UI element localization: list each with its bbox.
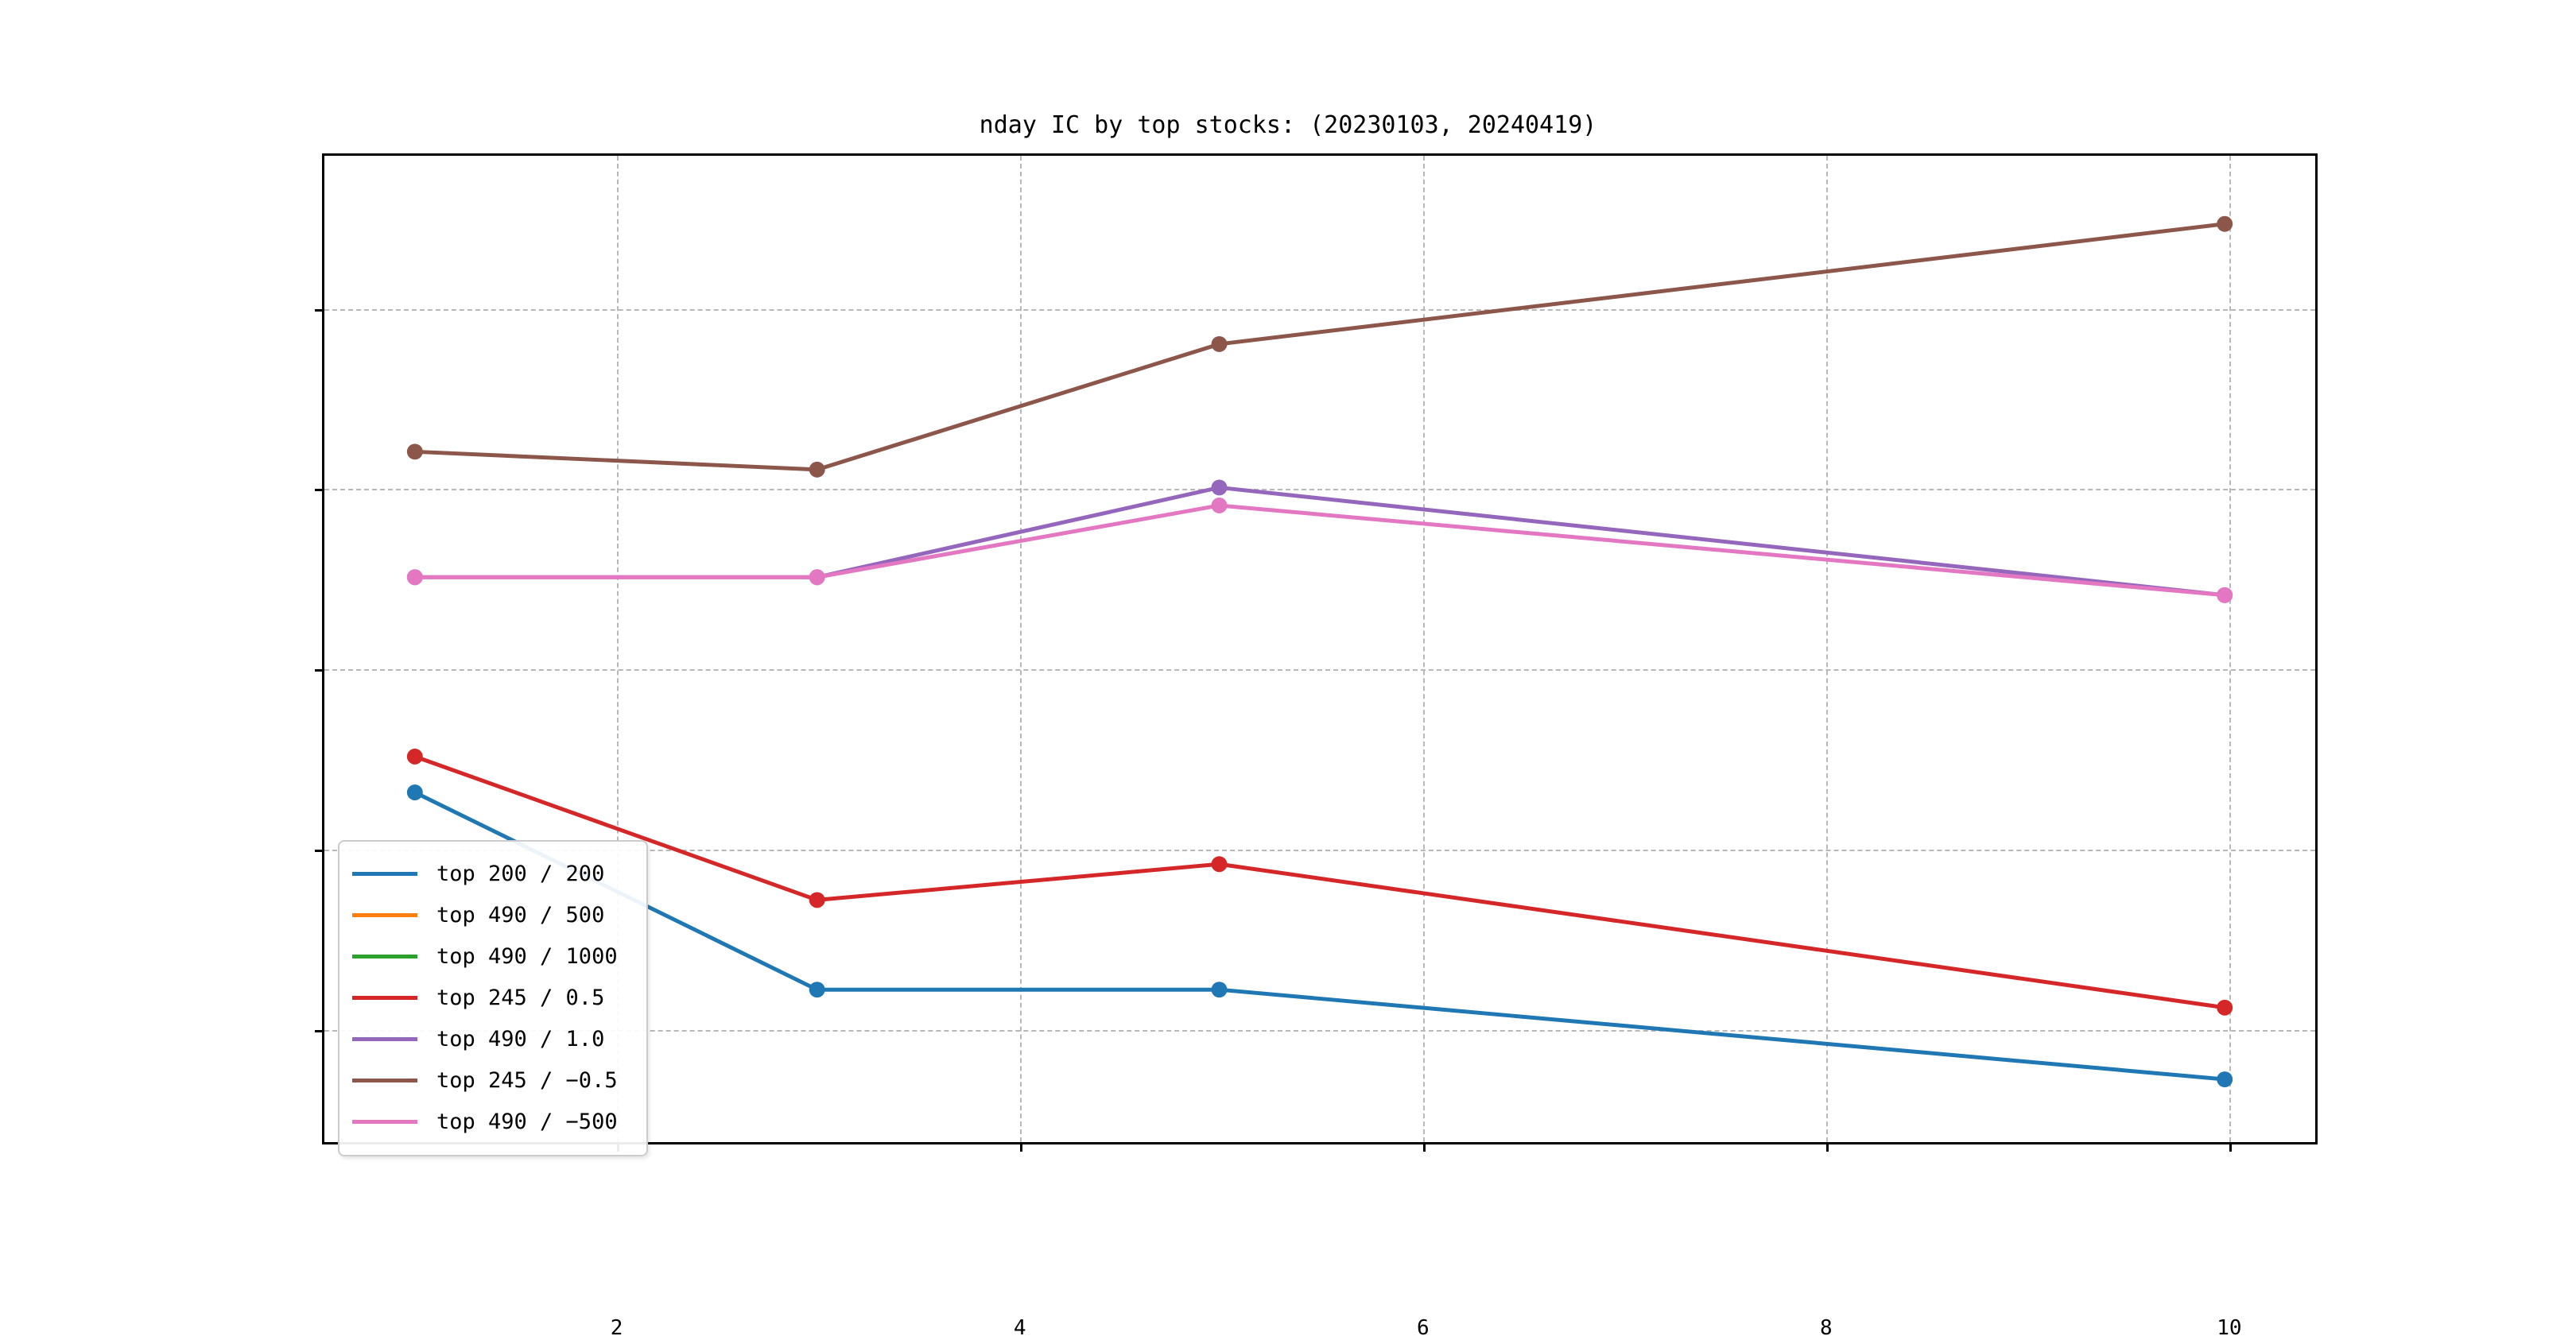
legend-color-swatch	[352, 871, 417, 876]
y-tick-mark	[315, 669, 324, 672]
legend-item-label: top 200 / 200	[436, 861, 605, 886]
legend-item[interactable]: top 200 / 200	[339, 853, 646, 894]
data-point-marker	[406, 443, 423, 460]
legend-item[interactable]: top 490 / 1000	[339, 935, 646, 977]
series-lines	[406, 215, 2233, 1087]
x-tick-mark	[1422, 1142, 1426, 1152]
legend-color-swatch	[352, 1036, 417, 1041]
gridline-horizontal	[324, 489, 2315, 491]
legend-color-swatch	[352, 1119, 417, 1124]
legend-item-label: top 490 / 1000	[436, 943, 618, 969]
legend-item[interactable]: top 245 / −0.5	[339, 1059, 646, 1101]
y-tick-mark	[315, 849, 324, 852]
legend-item[interactable]: top 490 / −500	[339, 1101, 646, 1142]
data-point-marker	[809, 461, 825, 478]
legend-item-label: top 245 / −0.5	[436, 1067, 618, 1093]
x-tick-label: 8	[1820, 1316, 1833, 1340]
data-point-marker	[809, 569, 825, 586]
series-line	[413, 754, 2227, 1010]
x-tick-label: 10	[2217, 1316, 2242, 1340]
y-tick-mark	[315, 1029, 324, 1032]
gridline-horizontal	[324, 849, 2315, 851]
gridline-horizontal	[324, 308, 2315, 311]
legend-color-swatch	[352, 995, 417, 1000]
plot-inner	[324, 156, 2315, 1142]
page-title: nday IC by top stocks: (20230103, 202404…	[979, 111, 1597, 139]
data-point-marker	[1211, 856, 1228, 873]
legend-item[interactable]: top 490 / 500	[339, 894, 646, 935]
legend-item-label: top 490 / 1.0	[436, 1026, 605, 1051]
legend-item-label: top 490 / −500	[436, 1109, 618, 1134]
gridline-vertical	[1019, 156, 1022, 1142]
legend-color-swatch	[352, 912, 417, 917]
data-point-marker	[2217, 999, 2233, 1016]
legend-color-swatch	[352, 1078, 417, 1082]
data-point-marker	[2217, 1071, 2233, 1087]
data-point-marker	[2217, 215, 2233, 232]
x-tick-label: 6	[1416, 1316, 1430, 1340]
x-tick-mark	[1019, 1142, 1022, 1152]
gridline-horizontal	[324, 669, 2315, 672]
gridline-vertical	[1422, 156, 1425, 1142]
legend-item[interactable]: top 490 / 1.0	[339, 1018, 646, 1059]
data-point-marker	[2217, 587, 2233, 603]
x-tick-mark	[2229, 1142, 2232, 1152]
gridline-vertical	[2229, 156, 2231, 1142]
legend-item-label: top 490 / 500	[436, 902, 605, 928]
x-tick-label: 2	[610, 1316, 623, 1340]
x-tick-label: 4	[1013, 1316, 1026, 1340]
data-point-marker	[1211, 479, 1228, 496]
data-point-marker	[1211, 498, 1228, 513]
data-point-marker	[406, 748, 423, 765]
x-tick-mark	[1825, 1142, 1829, 1152]
figure-canvas: nday IC by top stocks: (20230103, 202404…	[315, 111, 2318, 1340]
data-point-marker	[1211, 335, 1228, 352]
gridline-horizontal	[324, 1029, 2315, 1032]
chart-legend[interactable]: top 200 / 200 top 490 / 500 top 490 / 1000…	[338, 840, 648, 1156]
gridline-vertical	[1825, 156, 1828, 1142]
series-line	[413, 790, 2227, 1082]
data-point-marker	[809, 982, 825, 998]
y-tick-mark	[315, 308, 324, 312]
data-point-marker	[406, 569, 423, 586]
data-point-marker	[1211, 982, 1228, 998]
series-line	[413, 503, 2227, 598]
gridline-vertical	[616, 156, 619, 1142]
data-point-marker	[809, 892, 825, 908]
legend-item[interactable]: top 245 / 0.5	[339, 977, 646, 1018]
y-tick-mark	[315, 489, 324, 492]
data-point-marker	[406, 784, 423, 800]
legend-color-swatch	[352, 954, 417, 959]
series-line	[413, 222, 2227, 472]
legend-item-label: top 245 / 0.5	[436, 985, 605, 1010]
